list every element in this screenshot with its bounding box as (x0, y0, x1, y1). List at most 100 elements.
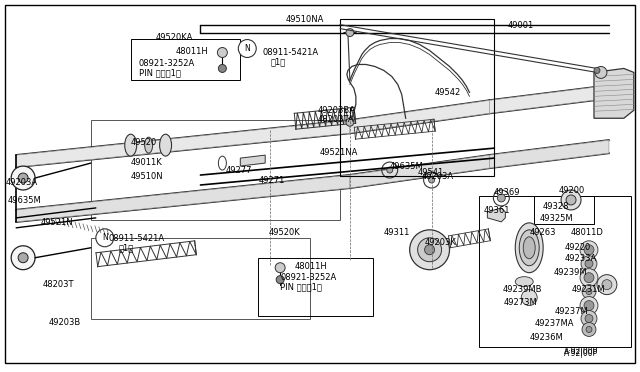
Text: 49277: 49277 (225, 166, 252, 175)
Circle shape (581, 311, 597, 327)
Text: 48011H: 48011H (175, 46, 208, 55)
Text: 49520KA: 49520KA (156, 33, 193, 42)
Text: 49231M: 49231M (572, 285, 605, 294)
Text: 49233A: 49233A (565, 254, 597, 263)
Ellipse shape (515, 223, 543, 273)
Text: 08921-3252A: 08921-3252A (139, 60, 195, 68)
Text: 49011K: 49011K (131, 158, 163, 167)
Text: 49542: 49542 (435, 89, 461, 97)
Text: 49635M: 49635M (390, 162, 424, 171)
Ellipse shape (519, 230, 539, 266)
Circle shape (586, 289, 592, 295)
Bar (340, 19, 494, 176)
Polygon shape (488, 208, 506, 222)
Text: 49520: 49520 (131, 138, 157, 147)
Polygon shape (16, 175, 350, 222)
Text: PIN ピン（1）: PIN ピン（1） (280, 283, 322, 292)
Ellipse shape (145, 137, 152, 153)
Circle shape (218, 64, 227, 73)
Ellipse shape (125, 134, 137, 156)
Text: 49200: 49200 (559, 186, 586, 195)
Text: 49361: 49361 (483, 206, 510, 215)
Bar (91, 238, 310, 320)
Text: 49521NA: 49521NA (320, 148, 358, 157)
Text: 49520K: 49520K (268, 228, 300, 237)
Text: 49521N: 49521N (41, 218, 74, 227)
Circle shape (585, 260, 593, 268)
Circle shape (429, 177, 435, 183)
Circle shape (275, 263, 285, 273)
Circle shape (582, 323, 596, 336)
Ellipse shape (515, 277, 533, 286)
Text: 49325M: 49325M (539, 214, 573, 223)
Text: 49237MA: 49237MA (534, 320, 573, 328)
Polygon shape (490, 140, 609, 168)
Circle shape (597, 275, 617, 295)
Text: 08911-5421A: 08911-5421A (109, 234, 165, 243)
Text: A·92|00P: A·92|00P (564, 347, 598, 356)
Polygon shape (16, 120, 350, 167)
Circle shape (580, 269, 598, 286)
Circle shape (580, 296, 598, 314)
Text: 49271: 49271 (258, 176, 285, 185)
Text: N: N (244, 44, 250, 53)
Ellipse shape (159, 134, 172, 156)
Circle shape (18, 253, 28, 263)
Text: 49239M: 49239M (553, 268, 587, 277)
Ellipse shape (524, 237, 535, 259)
Text: 49273M: 49273M (503, 298, 537, 307)
Circle shape (410, 230, 449, 270)
Circle shape (346, 118, 354, 126)
Circle shape (18, 173, 28, 183)
Text: 49236M: 49236M (529, 333, 563, 343)
Polygon shape (350, 100, 490, 133)
Circle shape (11, 246, 35, 270)
Text: 49328: 49328 (542, 202, 569, 211)
Circle shape (582, 285, 596, 299)
Circle shape (584, 245, 594, 255)
Polygon shape (350, 155, 490, 188)
Text: 49311: 49311 (384, 228, 410, 237)
Text: 49510N: 49510N (131, 172, 163, 181)
Text: 49369: 49369 (493, 188, 520, 197)
Circle shape (584, 301, 594, 311)
Circle shape (346, 29, 354, 36)
Text: 49510NA: 49510NA (285, 15, 323, 24)
Circle shape (602, 280, 612, 290)
Polygon shape (240, 155, 265, 166)
Text: 49239MB: 49239MB (502, 285, 542, 294)
Circle shape (218, 48, 227, 58)
Text: 49541: 49541 (418, 168, 444, 177)
Text: 49237M: 49237M (555, 307, 589, 315)
Bar (131, 39, 240, 80)
Text: 49203K: 49203K (424, 238, 456, 247)
Bar (534, 196, 594, 224)
Circle shape (561, 190, 581, 210)
Circle shape (581, 256, 597, 272)
Text: （1）: （1） (270, 58, 285, 67)
Text: A·92|00P: A·92|00P (564, 349, 598, 358)
Text: 49001: 49001 (508, 20, 534, 30)
Text: 48011H: 48011H (295, 262, 328, 271)
Circle shape (585, 314, 593, 323)
Text: 49203A: 49203A (5, 178, 37, 187)
Circle shape (584, 273, 594, 283)
Polygon shape (490, 86, 609, 113)
Text: 49220: 49220 (565, 243, 591, 252)
Text: 49263: 49263 (529, 228, 556, 237)
Polygon shape (594, 68, 634, 118)
Circle shape (521, 290, 537, 305)
Bar (258, 258, 373, 315)
Circle shape (580, 241, 598, 259)
Text: 49203A: 49203A (422, 172, 454, 181)
Circle shape (497, 194, 506, 202)
Text: 08921-3252A: 08921-3252A (280, 273, 337, 282)
Text: 48011D: 48011D (571, 228, 604, 237)
Circle shape (586, 327, 592, 333)
Text: 49635M: 49635M (7, 196, 41, 205)
Circle shape (276, 276, 284, 283)
Circle shape (238, 39, 256, 58)
Circle shape (11, 166, 35, 190)
Circle shape (418, 238, 442, 262)
Text: 49203B: 49203B (49, 318, 81, 327)
